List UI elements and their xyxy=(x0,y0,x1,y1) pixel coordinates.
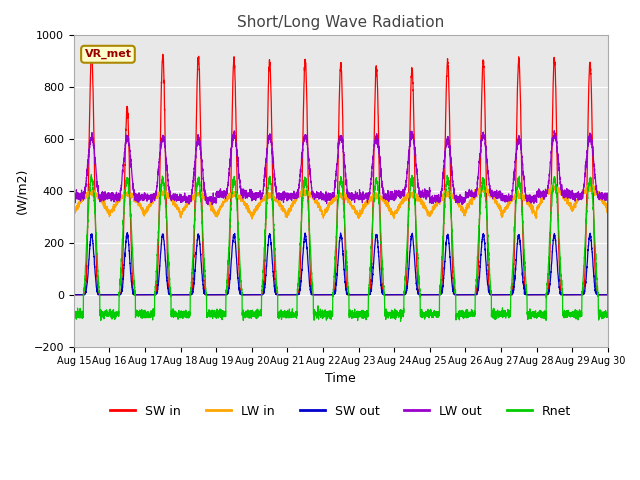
Legend: SW in, LW in, SW out, LW out, Rnet: SW in, LW in, SW out, LW out, Rnet xyxy=(106,400,576,423)
SW out xyxy=(321,292,328,298)
Rnet xyxy=(321,314,328,320)
LW out xyxy=(166,191,173,197)
SW out xyxy=(166,292,173,298)
Rnet xyxy=(491,312,499,318)
LW in xyxy=(431,204,438,209)
SW in xyxy=(88,50,95,56)
LW out xyxy=(431,198,438,204)
Title: Short/Long Wave Radiation: Short/Long Wave Radiation xyxy=(237,15,444,30)
SW out xyxy=(461,292,468,298)
Rnet xyxy=(604,312,611,317)
LW out xyxy=(604,191,611,197)
SW out xyxy=(604,292,611,298)
LW in xyxy=(166,194,173,200)
LW out xyxy=(321,193,328,199)
SW in xyxy=(166,291,173,297)
Line: Rnet: Rnet xyxy=(74,175,608,321)
LW out xyxy=(550,128,558,133)
Line: SW out: SW out xyxy=(74,233,608,295)
Rnet xyxy=(88,172,95,178)
LW out xyxy=(604,292,612,298)
LW out xyxy=(491,191,499,196)
Line: LW in: LW in xyxy=(74,184,608,295)
SW out xyxy=(491,292,499,298)
Line: SW in: SW in xyxy=(74,53,608,295)
LW in xyxy=(460,207,468,213)
SW in xyxy=(491,292,499,298)
Rnet xyxy=(461,310,468,315)
Y-axis label: (W/m2): (W/m2) xyxy=(15,168,28,214)
SW out xyxy=(431,292,438,298)
Rnet xyxy=(604,292,612,298)
SW in xyxy=(604,292,611,298)
SW out xyxy=(124,230,131,236)
SW in xyxy=(461,292,468,298)
SW in xyxy=(321,292,328,298)
SW in xyxy=(604,292,612,298)
LW in xyxy=(552,181,560,187)
LW out xyxy=(460,198,468,204)
LW out xyxy=(70,193,77,199)
SW out xyxy=(70,292,77,298)
LW in xyxy=(491,199,499,205)
Line: LW out: LW out xyxy=(74,131,608,295)
Text: VR_met: VR_met xyxy=(84,49,131,60)
Rnet xyxy=(70,312,77,318)
LW in xyxy=(321,206,328,212)
X-axis label: Time: Time xyxy=(325,372,356,385)
LW in xyxy=(604,203,611,208)
Rnet xyxy=(397,318,404,324)
LW in xyxy=(70,211,77,217)
LW in xyxy=(604,292,612,298)
SW in xyxy=(70,292,77,298)
Rnet xyxy=(431,312,439,318)
Rnet xyxy=(166,281,173,287)
SW in xyxy=(431,292,438,298)
SW out xyxy=(604,292,612,298)
